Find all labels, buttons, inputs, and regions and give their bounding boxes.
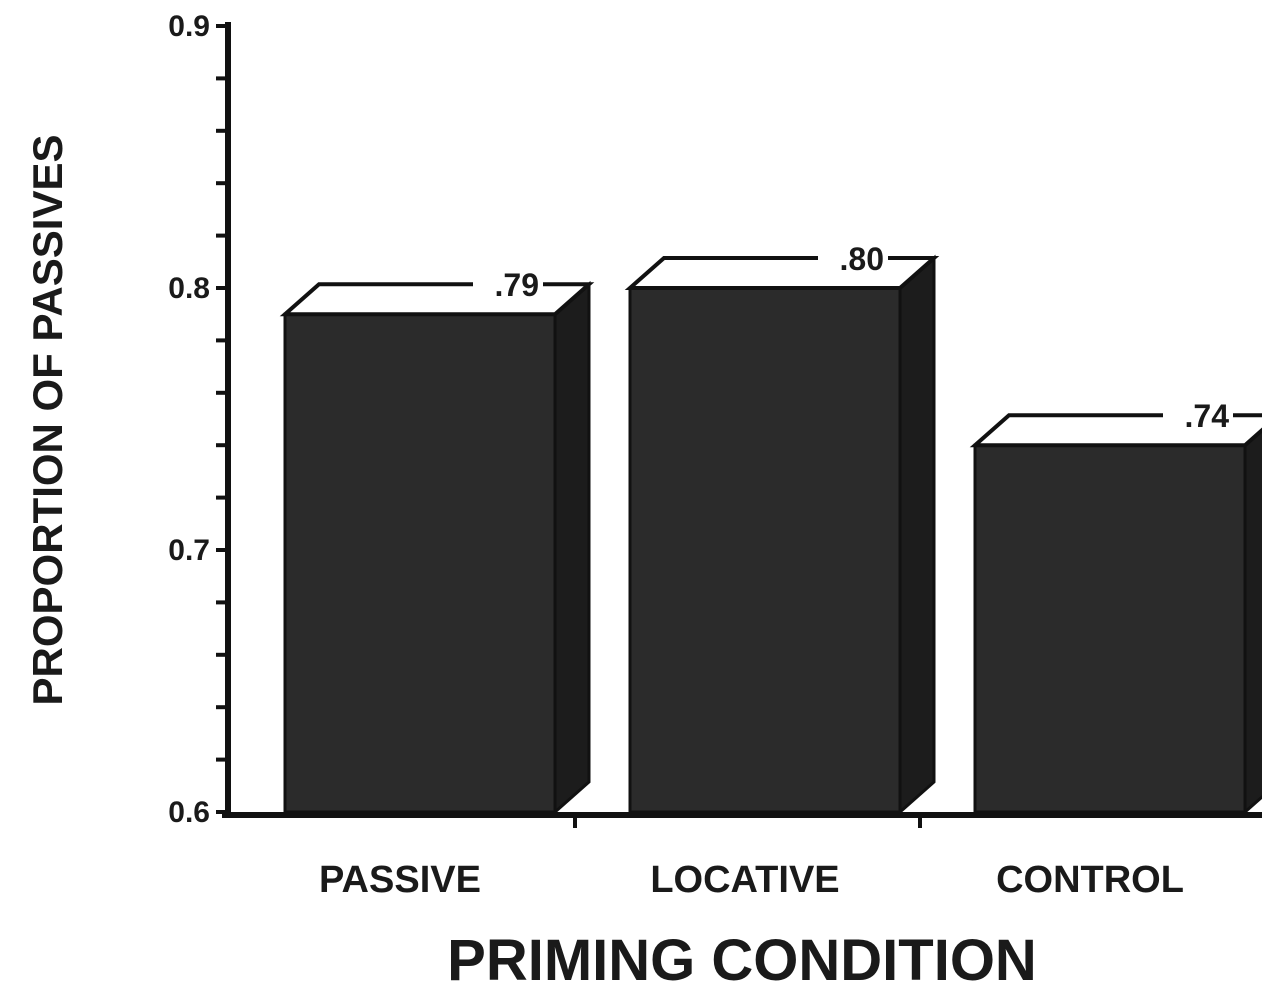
value-label: .80 xyxy=(840,241,884,277)
category-labels: PASSIVE LOCATIVE CONTROL xyxy=(319,859,1184,901)
bar-top xyxy=(279,282,595,317)
bar-locative xyxy=(624,254,940,816)
bar-side xyxy=(553,280,591,816)
y-tick-label: 0.8 xyxy=(168,272,210,305)
y-axis-title: PROPORTION OF PASSIVES xyxy=(24,135,71,706)
value-label-backing xyxy=(1163,399,1233,434)
bar-side xyxy=(898,254,936,816)
bar-control xyxy=(969,413,1262,816)
y-tick-label: 0.9 xyxy=(168,10,210,43)
y-ticks: 0.6 0.7 0.8 0.9 xyxy=(168,10,922,829)
category-label-control: CONTROL xyxy=(996,859,1184,901)
bar-top xyxy=(624,256,940,290)
bars-layer xyxy=(279,254,1262,816)
axes-layer xyxy=(222,22,1262,818)
value-label: .79 xyxy=(495,267,539,303)
value-labels: .79 .80 .74 xyxy=(473,241,1233,434)
x-axis-title: PRIMING CONDITION xyxy=(447,928,1037,990)
bar-passive xyxy=(279,280,595,816)
y-tick-label: 0.6 xyxy=(168,796,210,829)
value-label-backing xyxy=(473,268,543,303)
bar-front xyxy=(283,312,557,814)
bar-front xyxy=(628,286,902,814)
bar-front xyxy=(973,443,1247,814)
category-label-passive: PASSIVE xyxy=(319,859,481,901)
value-label: .74 xyxy=(1185,398,1230,434)
bar-side xyxy=(1243,428,1262,816)
category-label-locative: LOCATIVE xyxy=(650,859,839,901)
value-label-backing xyxy=(818,242,888,276)
y-tick-label: 0.7 xyxy=(168,534,210,567)
